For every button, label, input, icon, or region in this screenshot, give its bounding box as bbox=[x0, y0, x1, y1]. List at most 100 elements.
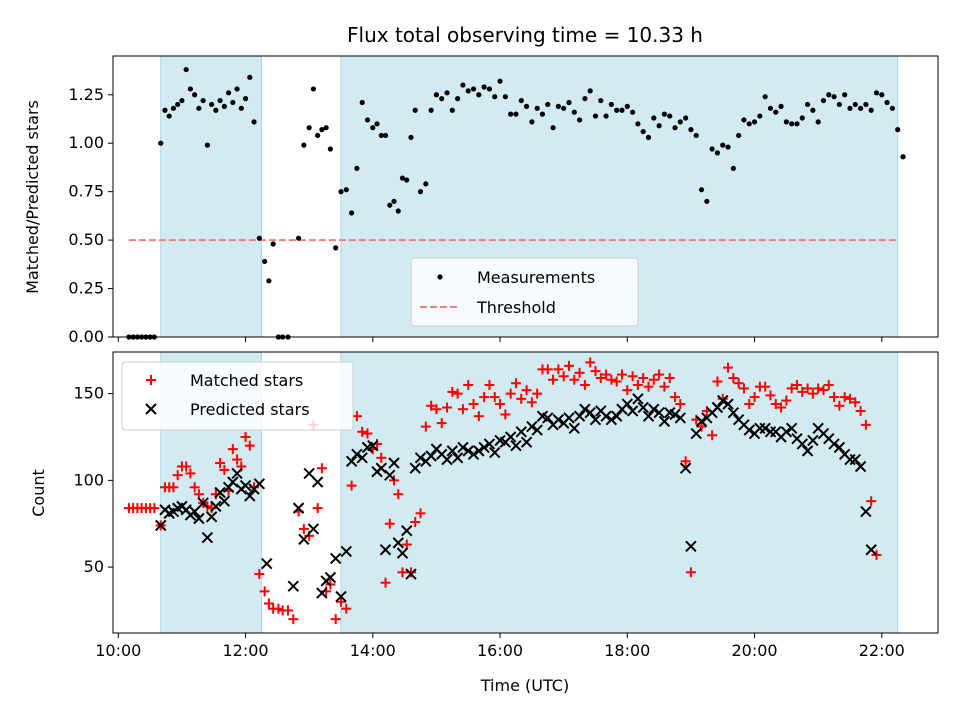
matched-star-point bbox=[516, 393, 527, 404]
bottom-y-tick-label: 50 bbox=[84, 557, 104, 576]
matched-star-point bbox=[844, 393, 855, 404]
predicted-star-stroke-b bbox=[595, 405, 607, 417]
predicted-star-stroke-b bbox=[860, 505, 872, 518]
measurement-point bbox=[550, 125, 556, 131]
predicted-star-stroke-b bbox=[457, 441, 469, 454]
measurement-point bbox=[651, 115, 657, 121]
measurement-point bbox=[523, 103, 530, 109]
measurement-point bbox=[592, 113, 599, 119]
matched-star-point bbox=[675, 399, 686, 410]
measurement-point bbox=[884, 99, 890, 106]
matched-star-point bbox=[426, 400, 437, 411]
top-plot-frame bbox=[112, 55, 939, 338]
matched-star-point bbox=[579, 379, 590, 390]
matched-star-point bbox=[664, 373, 675, 384]
matched-star-point bbox=[622, 385, 633, 396]
measurement-point bbox=[359, 99, 365, 106]
predicted-star-point bbox=[621, 398, 634, 410]
measurement-point bbox=[555, 103, 561, 109]
top-y-tick-label: 0.50 bbox=[68, 230, 104, 249]
matched-star-point bbox=[585, 357, 596, 368]
matched-star-point bbox=[532, 388, 543, 399]
bottom-y-tick-label: 100 bbox=[73, 470, 104, 489]
predicted-star-point bbox=[210, 500, 222, 513]
matched-star-point bbox=[723, 362, 734, 373]
matched-star-point bbox=[244, 440, 255, 451]
predicted-star-stroke-b bbox=[600, 410, 612, 422]
x-tick-label: 18:00 bbox=[604, 641, 650, 660]
matched-star-point bbox=[452, 388, 463, 399]
measurement-point bbox=[465, 88, 471, 94]
x-tick-label: 22:00 bbox=[859, 641, 905, 660]
predicted-star-point bbox=[489, 446, 501, 459]
predicted-star-stroke-b bbox=[298, 533, 310, 546]
bottom-y-axis-ticks: 50 100 150 bbox=[73, 384, 113, 576]
measurement-point bbox=[338, 189, 344, 195]
measurement-point bbox=[693, 132, 699, 139]
measurement-point bbox=[513, 111, 519, 117]
matched-star-point bbox=[219, 464, 230, 475]
predicted-star-stroke-b bbox=[759, 422, 771, 435]
predicted-star-stroke-b bbox=[589, 413, 602, 426]
predicted-star-stroke-b bbox=[379, 544, 392, 556]
measurement-point bbox=[217, 97, 223, 104]
predicted-star-stroke-b bbox=[520, 436, 533, 448]
measurement-point bbox=[306, 125, 312, 131]
matched-star-point bbox=[611, 376, 622, 387]
matched-star-point bbox=[240, 431, 251, 442]
predicted-star-point bbox=[311, 476, 324, 488]
measurement-point bbox=[166, 113, 172, 119]
measurement-point bbox=[608, 101, 614, 108]
predicted-star-stroke-b bbox=[155, 519, 167, 532]
predicted-star-stroke-b bbox=[244, 490, 256, 502]
matched-star-point bbox=[712, 376, 723, 387]
matched-star-point bbox=[181, 461, 192, 472]
predicted-star-stroke-b bbox=[231, 467, 243, 480]
measurement-point bbox=[534, 105, 540, 111]
matched-star-point bbox=[447, 386, 458, 397]
predicted-star-point bbox=[610, 410, 623, 422]
predicted-star-stroke-b bbox=[335, 590, 347, 603]
measurement-point bbox=[545, 101, 551, 108]
predicted-star-stroke-b bbox=[451, 452, 464, 464]
matched-star-point bbox=[717, 393, 728, 404]
predicted-star-point bbox=[197, 497, 209, 509]
predicted-star-point bbox=[193, 512, 205, 525]
predicted-star-point bbox=[261, 557, 273, 570]
measurement-point bbox=[492, 94, 498, 100]
predicted-star-stroke-b bbox=[504, 431, 517, 443]
top-y-tick-label: 1.00 bbox=[68, 133, 104, 152]
predicted-star-point bbox=[375, 462, 387, 474]
matched-star-point bbox=[397, 567, 408, 578]
predicted-star-stroke-b bbox=[197, 497, 209, 509]
measurement-point bbox=[225, 90, 232, 96]
measurement-point bbox=[677, 119, 683, 125]
matched-star-point bbox=[185, 468, 196, 479]
measurement-point bbox=[794, 121, 800, 127]
predicted-stars-series bbox=[155, 393, 877, 603]
measurement-point bbox=[270, 241, 276, 247]
predicted-star-stroke-b bbox=[473, 445, 485, 457]
chart-title: Flux total observing time = 10.33 h bbox=[347, 23, 703, 47]
predicted-star-point bbox=[860, 505, 872, 518]
measurement-point bbox=[444, 90, 450, 96]
predicted-star-stroke-b bbox=[261, 557, 273, 570]
predicted-star-stroke-b bbox=[329, 552, 342, 565]
measurement-point bbox=[635, 121, 641, 127]
measurement-point bbox=[730, 165, 736, 171]
predicted-star-point bbox=[796, 438, 808, 450]
measurement-point bbox=[539, 111, 546, 117]
predicted-star-point bbox=[188, 505, 201, 518]
matched-star-point bbox=[526, 397, 537, 408]
predicted-star-point bbox=[685, 540, 697, 552]
measurement-point bbox=[497, 78, 503, 84]
predicted-star-stroke-b bbox=[817, 427, 830, 440]
predicted-star-stroke-b bbox=[674, 412, 687, 424]
measurement-point bbox=[230, 99, 236, 106]
measurement-point bbox=[614, 107, 620, 113]
top-y-tick-label: 0.75 bbox=[68, 182, 104, 201]
matched-star-point bbox=[495, 399, 506, 410]
measurement-point bbox=[319, 127, 325, 133]
top-y-axis-label: Matched/Predicted stars bbox=[23, 100, 42, 294]
